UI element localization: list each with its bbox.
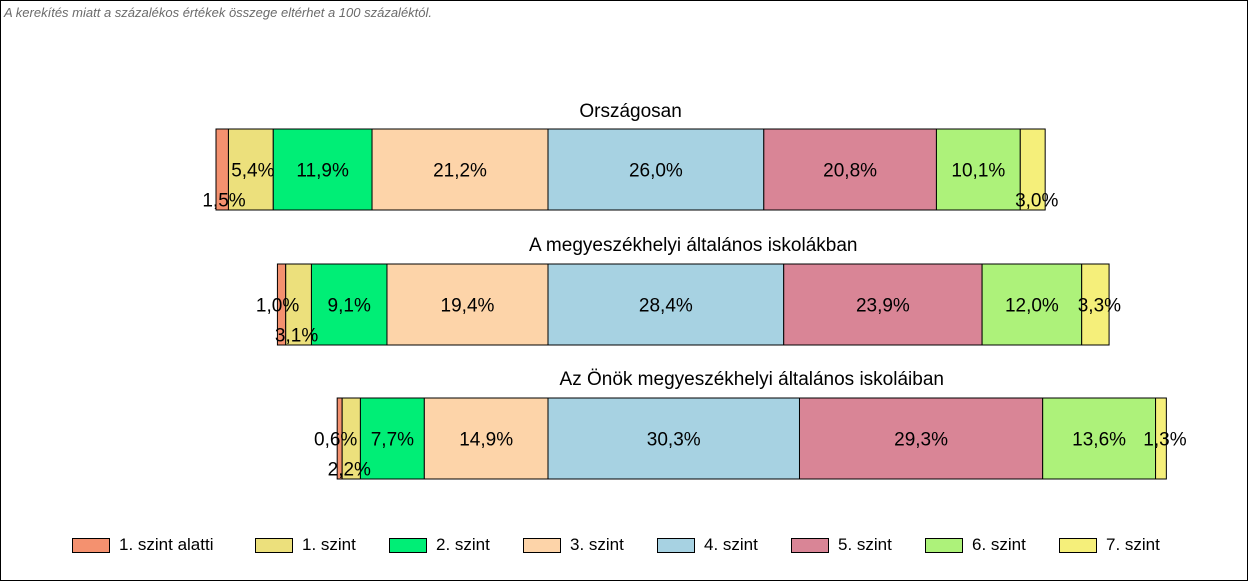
data-label: 1,0%: [256, 296, 299, 317]
legend-label: 2. szint: [436, 535, 490, 554]
legend-item: 2. szint: [389, 534, 490, 556]
data-label: 3,0%: [1015, 191, 1058, 212]
legend-label: 6. szint: [972, 535, 1026, 554]
category-title: A megyeszékhelyi általános iskolákban: [529, 235, 857, 256]
legend-item: 7. szint: [1059, 534, 1160, 556]
bar-segment: [359, 397, 425, 480]
legend-label: 7. szint: [1106, 535, 1160, 554]
data-label: 2,2%: [328, 460, 371, 481]
data-label: 9,1%: [328, 296, 371, 317]
bar-segment: [386, 263, 549, 346]
legend-label: 5. szint: [838, 535, 892, 554]
data-label: 13,6%: [1072, 430, 1126, 451]
data-label: 11,9%: [296, 161, 349, 182]
data-label: 3,1%: [275, 326, 318, 347]
bar-segment: [371, 128, 549, 211]
data-label: 26,0%: [629, 161, 683, 182]
bar-segment: [981, 263, 1083, 346]
legend-label: 1. szint alatti: [119, 535, 214, 554]
data-label: 12,0%: [1005, 296, 1059, 317]
legend-item: 3. szint: [523, 534, 624, 556]
data-label: 14,9%: [459, 430, 513, 451]
data-label: 23,9%: [856, 296, 910, 317]
rounding-note: A kerekítés miatt a százalékos értékek ö…: [4, 5, 433, 20]
legend-item: 6. szint: [925, 534, 1026, 556]
legend-swatch: [523, 537, 561, 553]
legend-swatch: [1059, 537, 1097, 553]
legend: 1. szint alatti 1. szint 2. szint 3. szint 4…: [0, 534, 1250, 556]
legend-label: 1. szint: [302, 535, 356, 554]
bar-segment: [423, 397, 549, 480]
data-label: 5,4%: [231, 161, 274, 182]
bar-segment: [1042, 397, 1157, 480]
legend-item: 1. szint alatti: [72, 534, 214, 556]
legend-swatch: [925, 537, 963, 553]
legend-label: 4. szint: [704, 535, 758, 554]
data-label: 10,1%: [951, 161, 1005, 182]
data-label: 30,3%: [647, 430, 701, 451]
bar-segment: [763, 128, 937, 211]
data-label: 1,5%: [202, 191, 245, 212]
legend-swatch: [255, 537, 293, 553]
legend-swatch: [791, 537, 829, 553]
bar-segment: [783, 263, 983, 346]
bar-segment: [1081, 263, 1110, 346]
bar-segment: [310, 263, 388, 346]
bar-segment: [547, 128, 765, 211]
category-title: Országosan: [579, 101, 681, 122]
data-label: 0,6%: [314, 430, 357, 451]
category-title: Az Önök megyeszékhelyi általános iskolái…: [560, 369, 944, 390]
data-label: 1,3%: [1143, 430, 1186, 451]
bar-segment: [272, 128, 373, 211]
legend-item: 1. szint: [255, 534, 356, 556]
legend-label: 3. szint: [570, 535, 624, 554]
bar-segment: [547, 397, 800, 480]
data-label: 3,3%: [1078, 296, 1121, 317]
legend-swatch: [657, 537, 695, 553]
bar-segment: [285, 263, 312, 346]
bar-segment: [798, 397, 1044, 480]
legend-item: 4. szint: [657, 534, 758, 556]
data-label: 21,2%: [433, 161, 487, 182]
data-label: 28,4%: [639, 296, 693, 317]
bar-segment: [1019, 128, 1046, 211]
bar-segment: [935, 128, 1021, 211]
data-label: 19,4%: [441, 296, 495, 317]
legend-swatch: [72, 537, 110, 553]
legend-item: 5. szint: [791, 534, 892, 556]
data-label: 29,3%: [894, 430, 948, 451]
bar-segment: [1155, 397, 1167, 480]
legend-swatch: [389, 537, 427, 553]
bar-segment: [547, 263, 785, 346]
data-label: 7,7%: [371, 430, 414, 451]
data-label: 20,8%: [823, 161, 877, 182]
